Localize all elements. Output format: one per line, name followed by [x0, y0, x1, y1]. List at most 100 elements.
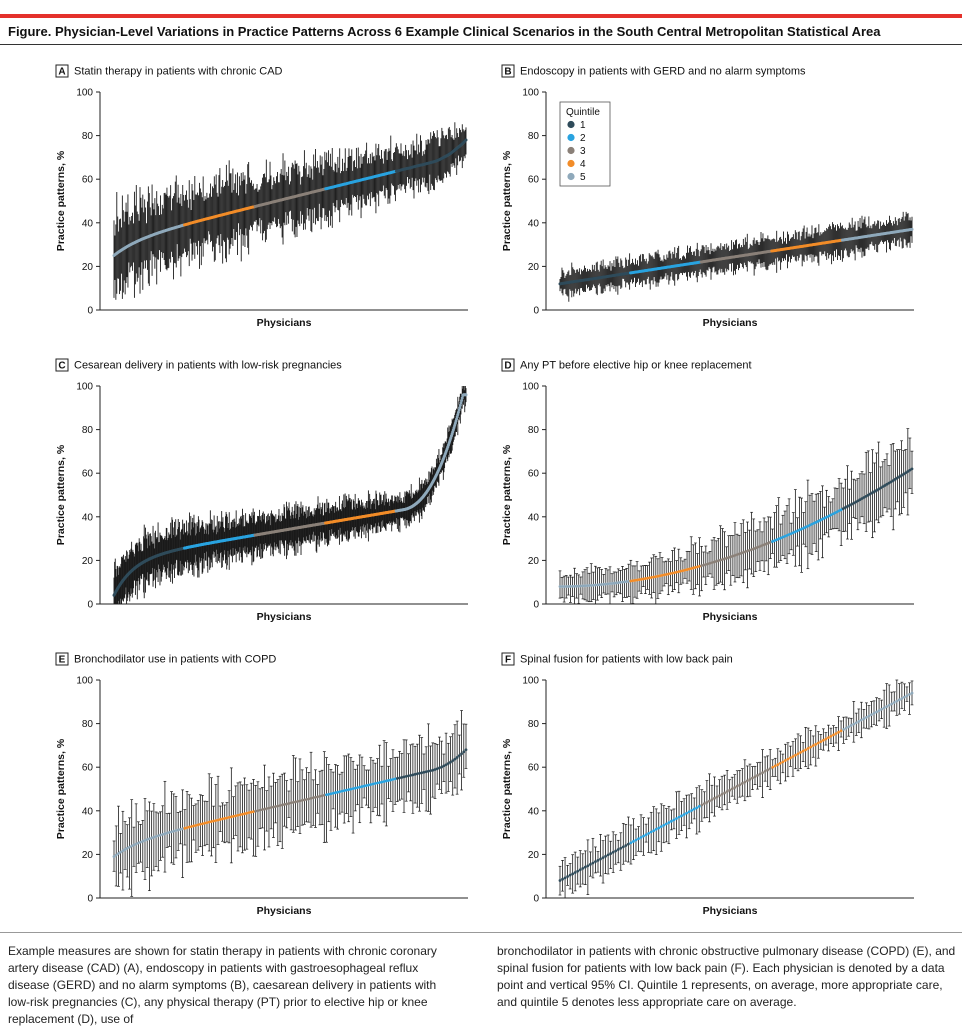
physician-point — [904, 471, 908, 475]
physician-point — [415, 772, 419, 776]
physician-point — [635, 578, 639, 582]
physician-point — [285, 802, 289, 806]
physician-point — [821, 738, 825, 742]
physician-point — [185, 826, 189, 830]
caption-divider — [0, 932, 962, 933]
physician-point — [420, 771, 424, 775]
physician-point — [623, 580, 626, 584]
physician-point — [766, 768, 770, 772]
physician-point — [229, 815, 233, 819]
physician-point — [278, 804, 282, 807]
physician-point — [690, 809, 694, 812]
physician-point — [351, 787, 355, 791]
y-tick-label: 100 — [522, 88, 539, 99]
physician-point — [356, 786, 359, 789]
physician-point — [331, 791, 335, 795]
physician-point — [121, 849, 125, 853]
physician-point — [431, 768, 435, 772]
physician-point — [746, 779, 749, 783]
figure-title: Figure. Physician-Level Variations in Pr… — [8, 24, 881, 39]
physician-point — [801, 749, 805, 753]
panel-letter-box — [55, 358, 69, 372]
physician-point — [456, 410, 460, 414]
physician-point — [316, 795, 320, 799]
y-tick-label: 0 — [533, 306, 539, 317]
physician-point — [862, 717, 866, 721]
physician-points — [558, 467, 914, 588]
physician-point — [829, 513, 833, 517]
header-accent-bar — [0, 14, 962, 18]
physician-point — [895, 699, 899, 703]
physician-point — [733, 786, 737, 789]
physician-point — [818, 518, 822, 522]
physician-point — [738, 783, 742, 787]
y-axis-label: Practice patterns, % — [501, 444, 513, 545]
physician-point — [305, 797, 308, 801]
physician-point — [581, 867, 585, 870]
physician-point — [700, 803, 704, 807]
physician-point — [247, 811, 251, 815]
physician-point — [573, 584, 576, 588]
physician-point — [848, 503, 851, 507]
physician-point — [881, 485, 885, 489]
physician-point — [621, 845, 625, 849]
x-axis-label: Physicians — [703, 905, 758, 917]
physician-point — [889, 480, 893, 484]
panel-letter: D — [504, 361, 511, 372]
physician-point — [426, 769, 430, 773]
physician-point — [865, 715, 868, 719]
physician-point — [464, 138, 468, 142]
y-tick-label: 20 — [528, 262, 540, 273]
physician-point — [294, 800, 297, 804]
physician-point — [267, 806, 271, 810]
physician-point — [656, 574, 660, 578]
physician-point — [626, 842, 630, 846]
physician-point — [800, 527, 804, 531]
physician-point — [581, 584, 585, 588]
physician-point — [586, 864, 590, 868]
physician-point — [571, 872, 575, 876]
figure-panels: A Statin therapy in patients with chronic… — [55, 64, 914, 917]
physician-point — [835, 510, 839, 514]
physician-point — [619, 846, 623, 850]
physician-point — [402, 775, 406, 779]
panel-letter-box — [501, 652, 515, 666]
y-tick-label: 100 — [76, 88, 93, 99]
physician-point — [682, 813, 686, 816]
legend-box — [559, 101, 611, 187]
physician-point — [906, 470, 910, 473]
physician-point — [814, 742, 818, 746]
physician-point — [591, 583, 595, 587]
physician-point — [455, 756, 459, 759]
physician-point — [205, 821, 209, 825]
physician-point — [880, 707, 884, 711]
physician-point — [578, 868, 582, 872]
physician-point — [834, 732, 838, 735]
physician-point — [598, 583, 601, 587]
physician-point — [318, 794, 322, 798]
physician-point — [214, 819, 218, 822]
physician-point — [748, 778, 752, 781]
ci-bars — [558, 679, 914, 899]
panel-c: C Cesarean delivery in patients with low-… — [55, 358, 468, 623]
physician-points — [112, 138, 468, 257]
physician-point — [601, 856, 605, 860]
physician-point — [825, 515, 828, 519]
physician-point — [311, 796, 315, 800]
physician-point — [596, 583, 599, 587]
physician-point — [789, 756, 792, 760]
physician-point — [902, 472, 906, 476]
physician-point — [887, 481, 891, 485]
physician-point — [585, 584, 589, 588]
physician-point — [629, 841, 633, 845]
physician-point — [422, 770, 426, 774]
physician-point — [139, 840, 142, 844]
physician-point — [283, 803, 286, 806]
physician-point — [134, 842, 138, 846]
panel-letter: B — [504, 67, 511, 78]
physician-point — [453, 757, 457, 761]
physician-point — [404, 774, 408, 778]
physician-point — [629, 579, 633, 583]
physician-point — [631, 579, 635, 583]
physician-point — [449, 760, 452, 764]
